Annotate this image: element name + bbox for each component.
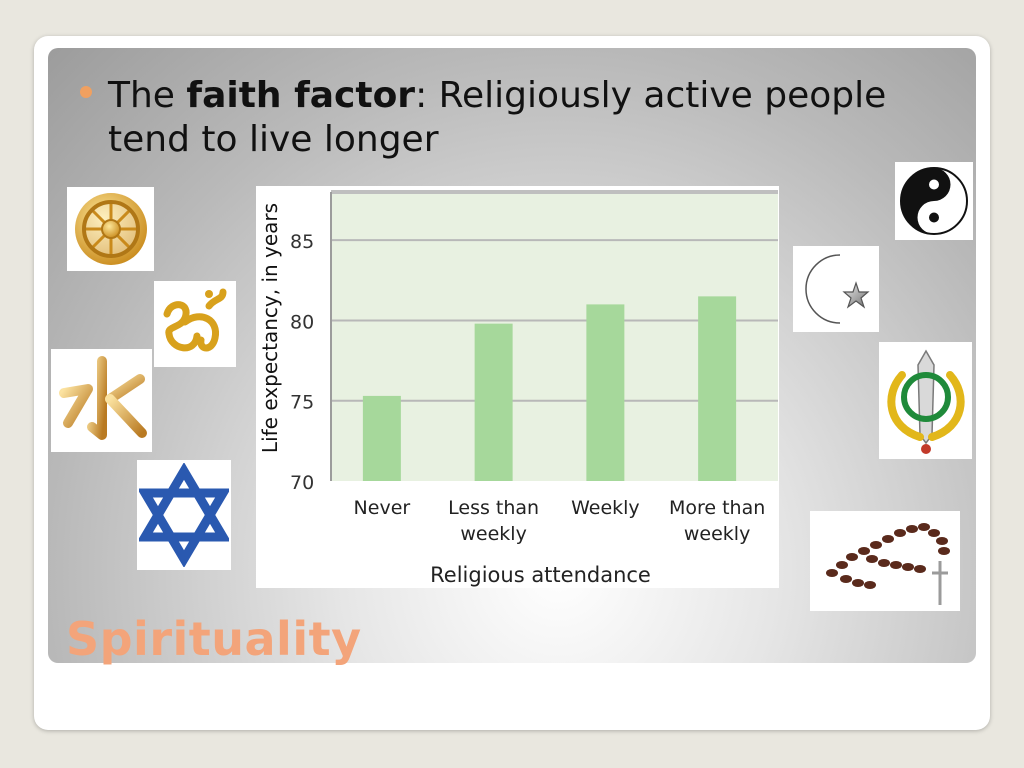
x-tick-label: weekly xyxy=(684,523,750,545)
y-tick-label: 70 xyxy=(290,472,314,494)
bar xyxy=(698,296,737,481)
rosary-icon xyxy=(810,511,960,611)
bullet-lead: The xyxy=(108,75,187,116)
star-of-david-icon xyxy=(137,460,231,570)
yin-yang-icon xyxy=(895,162,973,240)
crescent-star-icon xyxy=(793,246,879,332)
khanda-icon xyxy=(879,342,972,459)
y-tick-label: 85 xyxy=(290,231,314,253)
bullet-dot xyxy=(80,86,92,98)
dharma-wheel-icon xyxy=(67,187,154,271)
bar xyxy=(586,304,625,481)
x-tick-label: Never xyxy=(354,497,411,519)
bar-chart: 70 75 80 85 Never Less than weekly Weekly More t… xyxy=(256,186,779,588)
bullet-bold: faith factor xyxy=(186,75,416,116)
y-axis-label: Life expectancy, in years xyxy=(258,203,282,453)
om-icon xyxy=(154,281,236,367)
bullet-point: The faith factor: Religiously active peo… xyxy=(80,74,910,162)
bar xyxy=(362,395,401,481)
bar xyxy=(474,323,513,481)
x-tick-label: Weekly xyxy=(571,497,640,519)
y-tick-label: 75 xyxy=(290,392,314,414)
x-tick-label: More than xyxy=(669,497,765,519)
bullet-text: The faith factor: Religiously active peo… xyxy=(80,74,910,162)
bullet-rest: : Religiously active people tend to live… xyxy=(108,75,887,160)
slide-title: Spirituality xyxy=(66,612,362,666)
chart-svg: 70 75 80 85 Never Less than weekly Weekly More t… xyxy=(258,190,778,587)
kanji-water-icon xyxy=(51,349,152,452)
x-tick-label: weekly xyxy=(460,523,526,545)
x-tick-label: Less than xyxy=(448,497,539,519)
y-tick-label: 80 xyxy=(290,311,314,333)
x-axis-label: Religious attendance xyxy=(430,563,651,587)
